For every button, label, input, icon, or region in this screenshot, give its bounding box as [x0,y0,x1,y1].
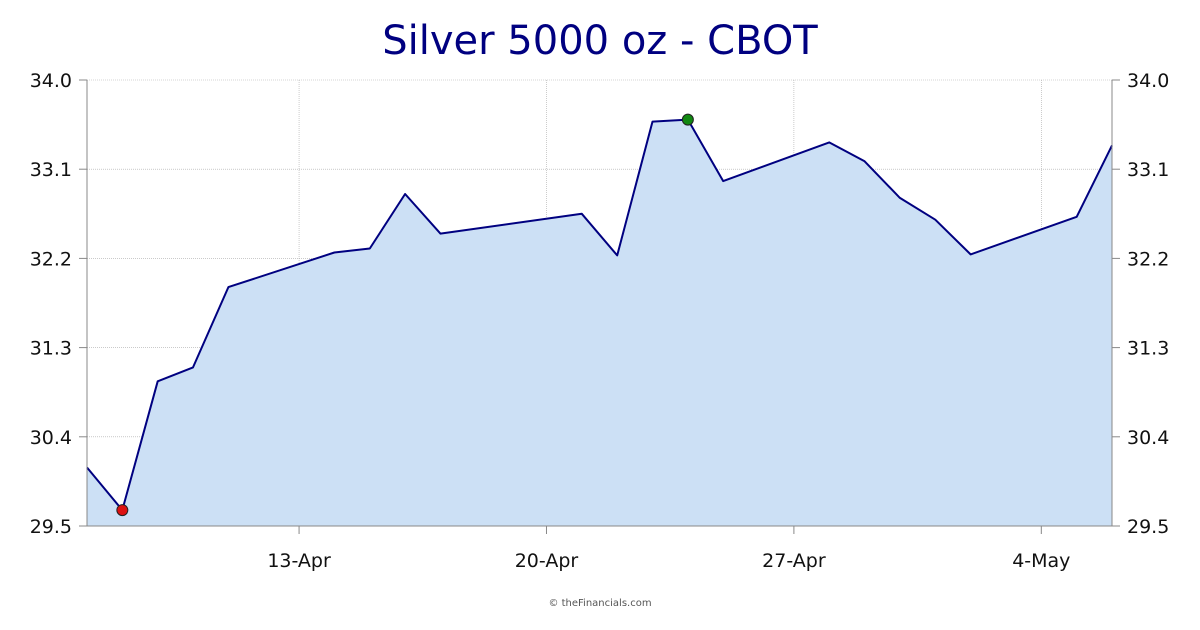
markers [116,113,694,517]
y-tick-label-left: 33.1 [30,159,72,181]
y-tick-label-right: 29.5 [1127,516,1169,538]
y-tick-label-right: 30.4 [1127,427,1169,449]
x-tick-label: 4-May [1012,550,1070,572]
tick-labels: 34.0 34.0 33.1 33.1 32.2 32.2 31.3 31.3 30.4 30.4… [30,70,1170,572]
y-tick-label-left: 32.2 [30,248,72,270]
x-tick-label: 27-Apr [762,550,826,572]
axis-layer [79,79,1120,534]
y-tick-label-left: 30.4 [30,427,72,449]
y-tick-label-left: 29.5 [30,516,72,538]
x-tick-label: 20-Apr [515,550,579,572]
copyright-text: © theFinancials.com [548,598,652,609]
y-tick-label-right: 34.0 [1127,70,1169,92]
y-tick-label-left: 31.3 [30,338,72,360]
price-line [86,118,1113,512]
y-tick-label-right: 31.3 [1127,338,1169,360]
y-tick-label-left: 34.0 [30,70,72,92]
y-tick-label-right: 33.1 [1127,159,1169,181]
chart-title: Silver 5000 oz - CBOT [382,18,818,64]
x-tick-label: 13-Apr [267,550,331,572]
low-point-marker [116,504,129,517]
price-area [87,119,1112,526]
area-layer [86,118,1113,526]
high-point-marker [681,113,694,126]
y-tick-label-right: 32.2 [1127,248,1169,270]
